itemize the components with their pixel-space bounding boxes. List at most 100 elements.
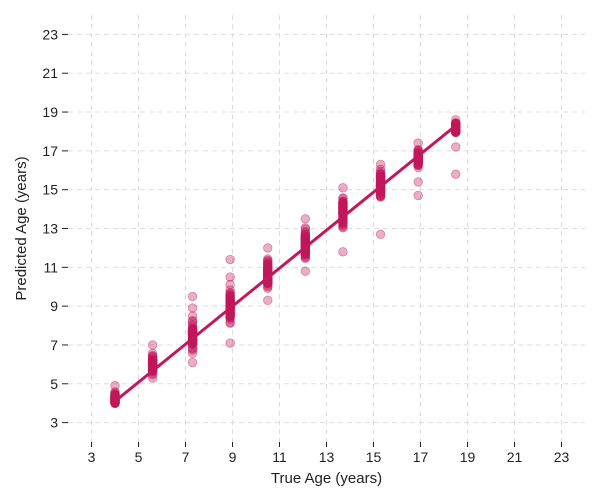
data-point xyxy=(300,234,311,244)
data-point xyxy=(225,309,235,320)
data-point xyxy=(147,355,158,365)
data-point xyxy=(300,214,311,224)
data-point xyxy=(225,295,235,305)
grid xyxy=(68,15,585,442)
data-point xyxy=(300,253,311,263)
data-point xyxy=(225,290,235,301)
data-point xyxy=(225,310,235,320)
data-point xyxy=(147,355,158,365)
data-point xyxy=(187,323,198,334)
data-point xyxy=(338,197,348,207)
data-point xyxy=(225,312,235,323)
data-point xyxy=(375,173,386,183)
data-point xyxy=(338,205,348,215)
data-point xyxy=(147,355,158,366)
data-point xyxy=(263,263,273,273)
data-point xyxy=(225,289,235,300)
data-point xyxy=(187,323,198,334)
data-point xyxy=(375,173,386,184)
y-tick-label: 17 xyxy=(42,143,58,159)
data-point xyxy=(338,203,348,213)
data-point xyxy=(338,202,348,212)
data-point xyxy=(413,159,423,170)
data-point xyxy=(338,247,348,257)
data-point xyxy=(338,203,348,214)
data-point xyxy=(187,343,198,353)
data-point xyxy=(413,138,423,148)
data-point xyxy=(300,232,311,242)
data-point xyxy=(338,199,348,210)
x-tick-label: 7 xyxy=(182,449,190,465)
data-point xyxy=(263,266,273,276)
x-axis-ticks: 3 5 7 9 11 13 15 17 19 21 23 xyxy=(88,442,570,465)
data-point xyxy=(187,326,198,336)
data-point xyxy=(263,258,273,269)
data-point xyxy=(338,204,348,214)
data-point xyxy=(338,200,348,210)
data-point xyxy=(451,127,461,137)
data-point xyxy=(225,317,235,328)
x-tick-label: 11 xyxy=(272,449,287,465)
data-point xyxy=(147,358,158,368)
data-point xyxy=(300,232,311,242)
data-point xyxy=(187,316,198,326)
data-point xyxy=(300,231,311,242)
data-point xyxy=(147,357,158,367)
data-point xyxy=(225,291,235,301)
x-tick-label: 13 xyxy=(319,449,335,465)
data-point xyxy=(338,197,348,207)
data-point xyxy=(225,294,235,305)
x-tick-label: 21 xyxy=(507,449,523,465)
data-point xyxy=(413,177,423,187)
data-point xyxy=(263,265,273,275)
data-point xyxy=(300,227,311,237)
data-point xyxy=(225,312,235,322)
data-point xyxy=(263,261,273,272)
y-tick-label: 9 xyxy=(50,298,58,314)
data-point xyxy=(300,235,311,246)
data-point xyxy=(451,169,461,179)
data-point xyxy=(300,235,311,245)
data-point xyxy=(225,288,235,298)
data-point xyxy=(375,172,386,182)
data-point xyxy=(225,310,235,320)
data-point xyxy=(147,358,158,369)
data-point xyxy=(147,351,158,362)
data-point xyxy=(225,293,235,304)
x-tick-label: 3 xyxy=(88,449,96,465)
data-point xyxy=(338,200,348,211)
data-point xyxy=(375,191,386,201)
data-point xyxy=(413,162,423,173)
data-point xyxy=(225,295,235,306)
data-point xyxy=(413,159,423,170)
x-tick-label: 23 xyxy=(554,449,570,465)
data-point xyxy=(147,340,158,350)
data-point xyxy=(375,190,386,201)
data-point xyxy=(263,265,273,276)
data-point xyxy=(187,316,198,327)
data-point xyxy=(300,232,311,243)
data-point xyxy=(147,355,158,365)
data-point xyxy=(147,358,158,368)
data-point xyxy=(300,234,311,245)
data-point xyxy=(147,358,158,369)
data-point xyxy=(225,291,235,302)
data-point xyxy=(375,171,386,182)
data-point xyxy=(338,198,348,208)
data-point xyxy=(413,159,423,169)
data-point xyxy=(110,389,120,399)
data-point xyxy=(147,358,158,368)
y-tick-label: 21 xyxy=(42,65,58,81)
data-point xyxy=(187,303,198,313)
data-point xyxy=(225,312,235,322)
data-point xyxy=(187,320,198,331)
data-point xyxy=(225,254,235,265)
data-point xyxy=(338,193,348,204)
data-point xyxy=(338,205,348,215)
data-point xyxy=(225,279,235,290)
data-point xyxy=(300,228,311,238)
data-point xyxy=(147,354,158,365)
y-tick-label: 23 xyxy=(42,26,58,42)
data-point xyxy=(263,263,273,273)
data-point xyxy=(263,257,273,267)
